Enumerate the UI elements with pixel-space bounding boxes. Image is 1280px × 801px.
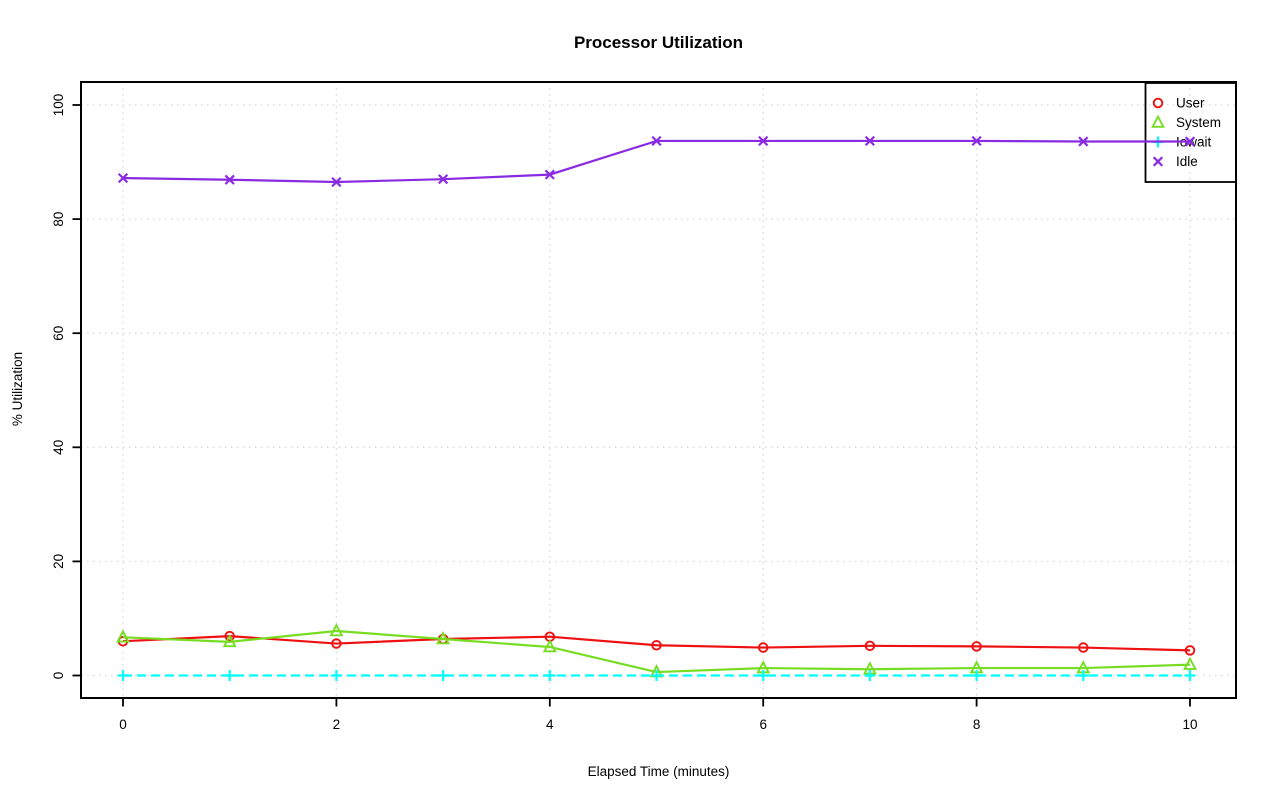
series-idle-marker (1184, 136, 1196, 147)
series-system-marker (1183, 656, 1197, 670)
series-idle-marker (758, 135, 769, 147)
series-idle-line (122, 139, 1190, 184)
series-idle-marker (438, 174, 449, 185)
legend-label-idle: Idle (1176, 154, 1198, 169)
series-user-marker (864, 640, 876, 652)
series-system-marker (222, 633, 237, 648)
x-tick-label: 6 (759, 717, 767, 732)
x-tick-label: 10 (1182, 717, 1197, 732)
series-system-marker (542, 639, 557, 653)
legend-marker-system (1151, 114, 1165, 128)
y-tick-label: 80 (51, 212, 66, 227)
legend-label-system: System (1176, 115, 1221, 130)
series-idle-marker (117, 172, 129, 184)
series-idle-marker (864, 135, 875, 147)
series-user-marker (651, 640, 662, 651)
legend-marker-idle (1152, 156, 1164, 167)
chart-title: Processor Utilization (573, 33, 744, 52)
series-iowait (117, 670, 1196, 681)
x-tick-label: 8 (973, 717, 981, 732)
legend-label-iowait: Iowait (1176, 135, 1212, 150)
series-user-marker (224, 630, 235, 642)
series-user-marker (331, 638, 342, 649)
series-idle-marker (651, 135, 662, 147)
plot-grid (81, 82, 1236, 698)
series-idle-marker (971, 135, 982, 147)
series-user-marker (971, 641, 982, 652)
y-tick-label: 0 (51, 672, 66, 680)
y-tick-label: 40 (51, 440, 66, 455)
legend: User System Iowait Idle (1144, 82, 1237, 183)
series-user-marker (757, 642, 769, 653)
x-axis-label: Elapsed Time (minutes) (587, 764, 730, 779)
y-tick-label: 100 (51, 94, 66, 117)
series-idle-marker (224, 174, 235, 185)
x-tick-label: 2 (333, 717, 341, 732)
x-tick-label: 0 (119, 717, 127, 732)
y-tick-label: 60 (51, 326, 66, 341)
plot-border (80, 81, 1237, 699)
series-idle (117, 135, 1196, 188)
series-user-marker (1184, 645, 1196, 656)
y-axis-label: % Utilization (10, 351, 25, 427)
legend-marker-user (1152, 97, 1164, 109)
series-system (116, 623, 1197, 678)
series-idle-marker (544, 169, 555, 180)
x-tick-label: 4 (546, 717, 554, 732)
series-user (117, 630, 1196, 656)
series-user-marker (1078, 642, 1089, 653)
series-system-marker (116, 629, 130, 643)
series-idle-marker (331, 176, 342, 188)
legend-label-user: User (1176, 96, 1205, 111)
series-system-marker (436, 631, 451, 645)
series-idle-marker (1078, 136, 1089, 147)
series-user-line (122, 635, 1191, 652)
series-system-marker (329, 623, 344, 637)
y-tick-label: 20 (51, 554, 66, 569)
